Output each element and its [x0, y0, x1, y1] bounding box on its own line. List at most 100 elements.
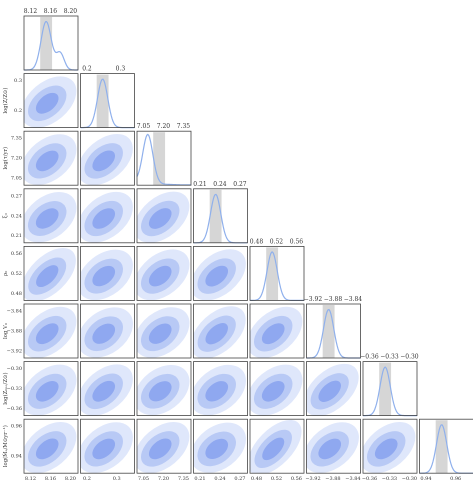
- panel-frame: [249, 418, 305, 474]
- credible-interval-band: [153, 132, 166, 186]
- panel-frame: [80, 303, 135, 359]
- contour-panel-7-0: [24, 421, 77, 474]
- credible-interval-band: [266, 247, 279, 301]
- bottom-tick-label-1-1: 0.3: [113, 476, 121, 480]
- panel-frame: [23, 418, 79, 474]
- histogram-2: [136, 132, 191, 186]
- top-tick-label-0-2: 8.20: [64, 8, 78, 15]
- contour-panel-2-0: [24, 134, 77, 186]
- panel-frame: [193, 361, 248, 417]
- y-axis-label-1: log(Z/Z⊙): [2, 88, 9, 114]
- contour-panel-5-2: [137, 307, 190, 358]
- histogram-frame: [362, 361, 418, 417]
- 1-sigma-contour: [92, 323, 116, 344]
- left-tick-label-3-0: 0.27: [11, 193, 22, 199]
- contour-panel-5-4: [250, 306, 303, 358]
- left-tick-label-6-2: −0.36: [7, 406, 22, 412]
- histogram-frame: [306, 303, 361, 359]
- top-tick-label-3-1: 0.24: [213, 181, 227, 188]
- 1-sigma-contour: [261, 381, 285, 402]
- panel-frame: [23, 130, 79, 186]
- left-tick-label-5-1: −3.88: [7, 328, 22, 334]
- contour-panel-7-6: [363, 421, 416, 474]
- contour-panel-4-3: [193, 249, 246, 301]
- 1-sigma-contour: [35, 438, 59, 460]
- histogram-6: [363, 362, 417, 417]
- 1-sigma-contour: [35, 323, 59, 345]
- panel-frame: [80, 418, 135, 474]
- bottom-tick-label-2-2: 7.35: [178, 476, 189, 480]
- credible-interval-band: [209, 189, 222, 243]
- top-tick-label-5-1: −3.88: [324, 296, 343, 303]
- panel-frame: [80, 245, 135, 301]
- panel-frame: [306, 361, 361, 417]
- 1-sigma-contour: [205, 438, 229, 460]
- top-tick-label-6-2: −0.30: [400, 354, 419, 361]
- left-tick-label-1-0: 0.3: [14, 78, 22, 84]
- panel-frame: [362, 418, 418, 474]
- left-tick-label-4-0: 0.56: [11, 251, 22, 257]
- contour-panel-3-1: [80, 191, 133, 243]
- histogram-0: [24, 17, 78, 71]
- contour-panel-6-4: [250, 364, 303, 416]
- contour-panel-7-5: [306, 422, 359, 474]
- top-tick-label-3-0: 0.21: [193, 181, 206, 188]
- contour-panel-7-3: [193, 422, 247, 473]
- bottom-tick-label-2-1: 7.20: [158, 476, 169, 480]
- 1-sigma-contour: [262, 437, 285, 461]
- top-tick-label-3-2: 0.27: [233, 181, 247, 188]
- bottom-tick-label-5-2: −3.84: [345, 476, 360, 480]
- top-tick-label-4-1: 0.52: [270, 238, 284, 245]
- contour-panel-6-3: [193, 364, 246, 416]
- y-axis-label-7: log(Ṁₐ/M⊙yr⁻¹): [2, 425, 9, 467]
- contour-panel-1-0: [24, 76, 77, 128]
- bottom-tick-label-3-0: 0.21: [194, 476, 205, 480]
- panel-frame: [80, 361, 135, 417]
- top-tick-label-2-1: 7.20: [157, 123, 171, 130]
- 1-sigma-contour: [148, 265, 172, 287]
- contour-panel-6-5: [306, 363, 359, 416]
- top-tick-label-1-1: 0.3: [116, 66, 126, 73]
- bottom-tick-label-4-0: 0.48: [251, 476, 262, 480]
- credible-interval-band: [40, 17, 53, 70]
- panel-frame: [23, 245, 79, 301]
- left-tick-label-1-1: 0.2: [14, 108, 22, 114]
- panel-frame: [136, 188, 192, 244]
- left-tick-label-2-1: 7.20: [11, 156, 22, 162]
- 1-sigma-contour: [148, 438, 172, 460]
- panel-frame: [193, 303, 248, 359]
- left-tick-label-5-2: −3.92: [7, 348, 22, 354]
- histogram-7: [419, 420, 473, 474]
- contour-panel-7-4: [250, 419, 302, 474]
- y-axis-label-2: log(τ/yr): [2, 147, 9, 170]
- 1-sigma-contour: [205, 381, 229, 402]
- contour-panel-4-0: [24, 247, 76, 301]
- left-tick-label-4-1: 0.52: [11, 271, 22, 277]
- histogram-4: [250, 247, 304, 301]
- 1-sigma-contour: [261, 323, 285, 345]
- top-tick-label-0-0: 8.12: [24, 8, 38, 15]
- panel-frame: [193, 418, 248, 474]
- histogram-3: [193, 189, 248, 244]
- panel-frame: [136, 361, 192, 417]
- panel-frame: [23, 188, 79, 244]
- credible-interval-band: [96, 74, 109, 128]
- bottom-tick-label-1-0: 0.2: [83, 476, 91, 480]
- 1-sigma-contour: [148, 323, 172, 344]
- contour-panel-4-1: [80, 249, 133, 301]
- 1-sigma-contour: [35, 150, 59, 172]
- top-tick-label-2-2: 7.35: [177, 123, 191, 130]
- bottom-tick-label-6-2: −0.30: [402, 476, 417, 480]
- panel-frame: [306, 418, 361, 474]
- histogram-frame: [80, 73, 135, 128]
- top-tick-label-1-0: 0.2: [82, 66, 92, 73]
- panel-frame: [80, 130, 135, 186]
- 1-sigma-contour: [92, 265, 116, 287]
- contour-panel-6-0: [24, 364, 77, 416]
- bottom-tick-label-6-0: −0.36: [362, 476, 377, 480]
- 1-sigma-contour: [205, 265, 229, 287]
- 1-sigma-contour: [374, 438, 398, 460]
- bottom-tick-label-0-1: 8.16: [45, 476, 56, 480]
- top-tick-label-4-2: 0.56: [290, 238, 304, 245]
